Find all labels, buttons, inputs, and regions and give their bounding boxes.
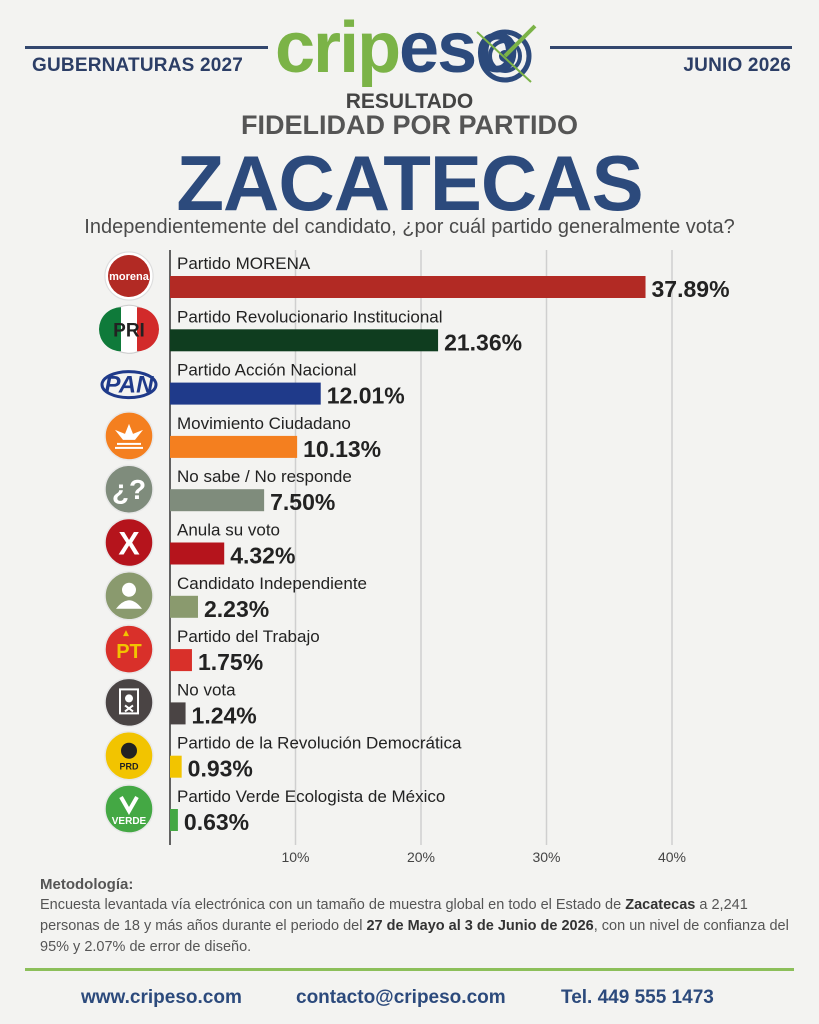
icon-text: PAN [105,372,155,399]
target-icon [476,24,537,83]
category-label: Partido de la Revolución Democrática [177,734,462,753]
sun-shape [121,742,137,759]
value-label: 0.93% [188,756,253,782]
header-right-label: JUNIO 2026 [683,55,791,76]
category-label: Partido Revolucionario Institucional [177,307,443,326]
state-title: ZACATECAS [176,139,643,227]
morena-logo: morena [104,251,154,301]
methodology-state: Zacatecas [625,897,696,913]
person-icon [104,571,154,621]
header-left-label: GUBERNATURAS 2027 [32,55,244,76]
value-label: 21.36% [444,329,522,355]
value-label: 0.63% [184,809,249,835]
star-shape [123,630,129,637]
category-label: Partido del Trabajo [177,627,320,646]
ballot-mark [125,694,133,703]
bar-5 [170,489,265,512]
bar-10 [170,755,182,778]
category-label: No sabe / No responde [177,467,352,486]
ballot-x [124,704,134,713]
bar-8 [170,649,192,672]
bar-6 [170,542,225,565]
icon-text: ¿? [112,474,146,505]
category-label: Candidato Independiente [177,574,367,593]
header-rule-left [25,46,268,49]
icon-text: PRI [113,320,145,341]
icon-ring [100,370,158,400]
pan-logo: PAN [100,370,158,400]
icon-green-half [99,307,121,352]
icon-circle [104,464,154,514]
logo-text-blue: eso [399,8,519,88]
methodology-part-1: Encuesta levantada vía electrónica con u… [40,897,626,913]
subtitle: FIDELIDAD POR PARTIDO [241,110,578,140]
bar-11 [170,809,178,831]
icon-inner [108,255,150,297]
icon-text: morena [109,271,150,283]
value-label: 1.75% [198,649,263,675]
verde-logo: VERDE [104,784,154,834]
bar-9 [170,702,186,725]
survey-question: Independientemente del candidato, ¿por c… [84,216,735,238]
icon-text: PT [116,641,142,663]
x-tick-label: 10% [281,849,309,865]
kicker-title: RESULTADO [345,90,474,113]
mc-logo [104,411,154,461]
methodology-text: Encuesta levantada vía electrónica con u… [40,895,800,958]
methodology-dates: 27 de Mayo al 3 de Junio de 2026 [366,918,594,934]
category-label: Partido MORENA [177,254,311,273]
pri-logo: PRI [99,304,159,355]
bar-2 [170,329,439,352]
person-head [122,582,136,597]
icon-text: VERDE [112,816,147,827]
icon-circle [104,624,154,674]
bar-1 [170,276,646,298]
pt-logo: PT [104,624,154,674]
footer-rule [25,968,794,971]
category-label: Partido Acción Nacional [177,361,357,380]
footer-website[interactable]: www.cripeso.com [81,987,242,1008]
value-label: 10.13% [303,436,381,462]
value-label: 12.01% [327,383,405,409]
person-body [116,600,142,609]
x-icon: X [104,517,154,568]
value-label: 4.32% [230,543,295,569]
ballot-box [119,688,139,715]
x-tick-label: 20% [407,849,435,865]
x-tick-label: 40% [658,849,686,865]
category-label: Partido Verde Ecologista de México [177,787,445,806]
header-rule-right [550,46,792,49]
value-label: 2.23% [204,596,269,622]
icon-text: X [118,526,140,562]
bar-4 [170,435,298,458]
bar-chart: 10% 20% 30% 40% Partido MORENA 37.89% morena Pa… [99,250,730,865]
icon-red-half [137,307,159,352]
x-tick-label: 30% [532,849,560,865]
footer-email[interactable]: contacto@cripeso.com [296,987,506,1008]
logo-text-green: crip [275,8,401,88]
bar-7 [170,595,198,618]
category-label: Movimiento Ciudadano [177,414,351,433]
value-label: 37.89% [652,276,730,302]
check-shape [119,796,139,816]
methodology-part-3: , con un nivel de confianza del 95% y 2.… [40,918,789,955]
value-label: 7.50% [270,489,335,515]
icon-text-line [115,446,143,449]
methodology-part-2: a 2,241 personas de 18 y más años durant… [40,897,748,934]
icon-text-line [117,442,141,445]
icon-text: PRD [119,762,139,772]
bar-3 [170,382,321,405]
icon-circle [104,517,154,568]
eagle-shape [115,423,143,440]
prd-logo: PRD [104,730,154,781]
methodology-title: Metodología: [40,876,134,893]
value-label: 1.24% [192,702,257,728]
question-icon: ¿? [104,464,154,514]
category-label: Anula su voto [177,521,280,540]
category-label: No vota [177,680,236,699]
ballot-icon [104,677,154,728]
footer-phone[interactable]: Tel. 449 555 1473 [561,987,714,1008]
cripeso-logo: cripeso [275,8,545,94]
